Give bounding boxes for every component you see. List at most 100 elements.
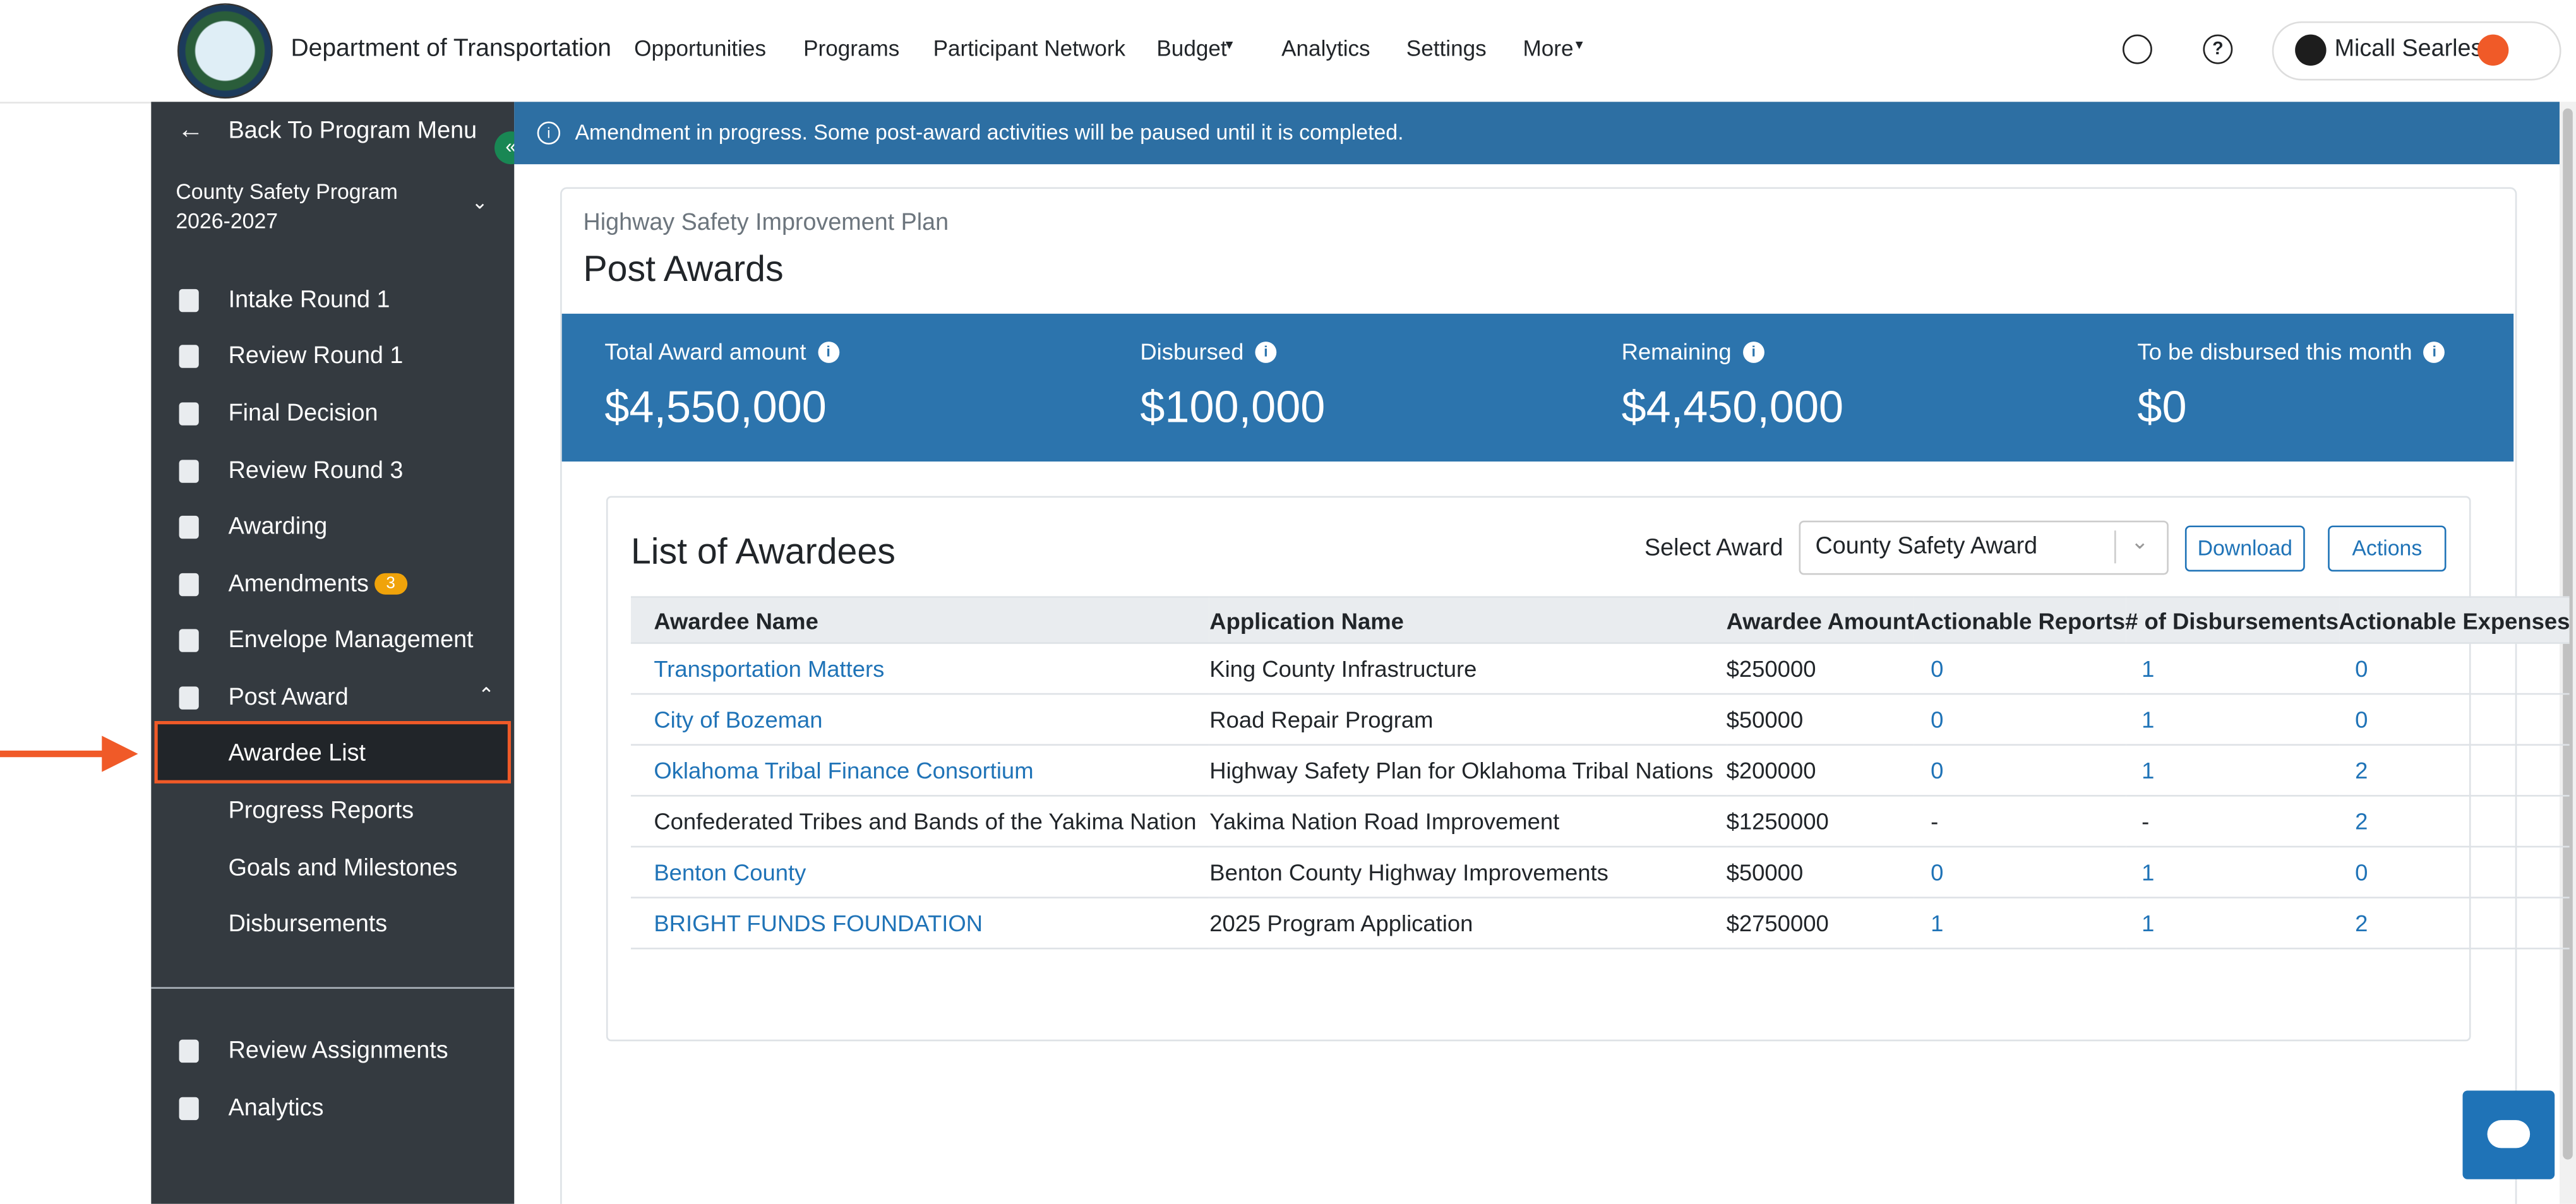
back-link[interactable]: Back To Program Menu bbox=[228, 118, 477, 145]
table-header: Awardee Name Application Name Awardee Amou… bbox=[630, 597, 2570, 643]
nav-item[interactable]: More bbox=[1523, 36, 1574, 61]
nav-item[interactable]: Opportunities bbox=[634, 36, 767, 61]
actions-button[interactable]: Actions bbox=[2328, 525, 2447, 572]
table-cell[interactable]: 0 bbox=[1931, 706, 1944, 733]
table-row: City of Bozeman Road Repair Program $50000… bbox=[630, 694, 2570, 745]
table-cell[interactable]: 0 bbox=[2355, 859, 2368, 886]
table-cell[interactable]: BRIGHT FUNDS FOUNDATION bbox=[654, 910, 983, 936]
table-cell[interactable]: 1 bbox=[2142, 655, 2155, 682]
sidebar-divider bbox=[151, 987, 515, 989]
logo bbox=[177, 3, 273, 99]
table-cell[interactable]: 2 bbox=[2355, 757, 2368, 784]
table-cell[interactable]: 1 bbox=[2142, 757, 2155, 784]
language-icon[interactable] bbox=[2123, 34, 2152, 64]
download-button[interactable]: Download bbox=[2184, 525, 2305, 572]
table-cell[interactable]: 2 bbox=[2355, 808, 2368, 835]
sidebar-item[interactable]: Awarding bbox=[228, 514, 328, 540]
table-cell[interactable]: 1 bbox=[2142, 859, 2155, 886]
badge: 3 bbox=[374, 573, 407, 595]
pointer-arrow-head bbox=[102, 736, 138, 772]
table-cell[interactable]: 1 bbox=[1931, 910, 1944, 936]
table-cell[interactable]: 1 bbox=[2142, 910, 2155, 936]
table-cell: Benton County Highway Improvements bbox=[1209, 859, 1609, 886]
table-cell: Road Repair Program bbox=[1209, 706, 1434, 733]
sidebar-sub-item[interactable]: Progress Reports bbox=[228, 798, 414, 825]
page-title: Post Awards bbox=[583, 247, 784, 289]
awardees-table: Awardee Name Application Name Awardee Amou… bbox=[630, 596, 2570, 949]
help-icon[interactable]: ? bbox=[2203, 34, 2233, 64]
column-header: Awardee Name bbox=[654, 607, 818, 635]
stat-value: $4,550,000 bbox=[604, 383, 827, 432]
table-cell: Highway Safety Plan for Oklahoma Tribal … bbox=[1209, 757, 1713, 784]
table-cell[interactable]: Oklahoma Tribal Finance Consortium bbox=[654, 757, 1034, 784]
item-icon bbox=[179, 402, 199, 426]
item-icon bbox=[179, 515, 199, 539]
program-select[interactable]: County Safety Program 2026-2027 bbox=[176, 179, 398, 234]
table-cell[interactable]: Benton County bbox=[654, 859, 806, 886]
table-cell[interactable]: 1 bbox=[2142, 706, 2155, 733]
sidebar-item[interactable]: Final Decision bbox=[228, 400, 378, 427]
table-cell: $250000 bbox=[1726, 655, 1816, 682]
sidebar bbox=[151, 102, 515, 1204]
column-header: Actionable Reports bbox=[1914, 607, 2126, 635]
nav-item[interactable]: Participant Network bbox=[933, 36, 1126, 61]
stats-band bbox=[561, 313, 2514, 462]
awardees-title: List of Awardees bbox=[630, 530, 896, 572]
table-cell[interactable]: 0 bbox=[1931, 859, 1944, 886]
column-header: Actionable Expenses bbox=[2339, 607, 2570, 635]
sidebar-item[interactable]: Amendments bbox=[228, 571, 369, 598]
sidebar-sub-item[interactable]: Disbursements bbox=[228, 911, 388, 938]
back-arrow[interactable]: ← bbox=[177, 116, 204, 145]
active-item[interactable] bbox=[154, 721, 512, 784]
avatar bbox=[2295, 34, 2327, 66]
sidebar-item[interactable]: Intake Round 1 bbox=[228, 287, 390, 314]
sidebar-item[interactable]: Post Award bbox=[228, 684, 349, 712]
banner-text: Amendment in progress. Some post-award a… bbox=[575, 119, 1404, 145]
stat-info-icon: i bbox=[1255, 342, 1277, 363]
stat-label: Remaining bbox=[1621, 338, 1732, 365]
awardees-card bbox=[606, 496, 2471, 1042]
sidebar-item[interactable]: Envelope Management bbox=[228, 627, 474, 654]
nav-caret: ▾ bbox=[1575, 36, 1583, 53]
sidebar-item[interactable]: Analytics bbox=[228, 1095, 324, 1122]
item-icon bbox=[179, 460, 199, 483]
item-icon bbox=[179, 345, 199, 368]
table-cell: Confederated Tribes and Bands of the Yak… bbox=[654, 808, 1197, 835]
item-icon bbox=[179, 1039, 199, 1063]
program-chevron[interactable]: ⌄ bbox=[471, 190, 488, 214]
sidebar-sub-item[interactable]: Awardee List bbox=[228, 741, 366, 767]
table-cell[interactable]: 2 bbox=[2355, 910, 2368, 936]
table-cell[interactable]: 0 bbox=[1931, 757, 1944, 784]
sidebar-item[interactable]: Review Round 1 bbox=[228, 343, 404, 370]
nav-item[interactable]: Budget bbox=[1156, 36, 1227, 61]
item-icon bbox=[179, 629, 199, 652]
table-cell[interactable]: Transportation Matters bbox=[654, 655, 885, 682]
nav-item[interactable]: Programs bbox=[803, 36, 900, 61]
table-cell: - bbox=[2142, 808, 2150, 835]
table-cell: Yakima Nation Road Improvement bbox=[1209, 808, 1560, 835]
pointer-arrow bbox=[0, 750, 105, 758]
table-cell[interactable]: 0 bbox=[2355, 706, 2368, 733]
info-icon: i bbox=[537, 121, 561, 145]
page-subtitle: Highway Safety Improvement Plan bbox=[583, 210, 949, 237]
table-cell[interactable]: City of Bozeman bbox=[654, 706, 823, 733]
table-cell[interactable]: 0 bbox=[2355, 655, 2368, 682]
item-icon bbox=[179, 1097, 199, 1121]
table-cell: $50000 bbox=[1726, 706, 1804, 733]
award-select[interactable] bbox=[1799, 520, 2169, 575]
select-divider bbox=[2114, 530, 2116, 564]
table-cell[interactable]: 0 bbox=[1931, 655, 1944, 682]
stat-label: Disbursed bbox=[1140, 338, 1244, 365]
sidebar-item[interactable]: Review Assignments bbox=[228, 1038, 448, 1064]
column-header: # of Disbursements bbox=[2125, 607, 2339, 635]
stat-value: $0 bbox=[2137, 383, 2187, 432]
sidebar-sub-item[interactable]: Goals and Milestones bbox=[228, 855, 458, 882]
nav-item[interactable]: Settings bbox=[1406, 36, 1487, 61]
item-icon bbox=[179, 686, 199, 710]
sidebar-item[interactable]: Review Round 3 bbox=[228, 458, 404, 485]
org-name[interactable]: Department of Transportation bbox=[291, 34, 612, 63]
nav-item[interactable]: Analytics bbox=[1281, 36, 1370, 61]
scroll-thumb[interactable] bbox=[2563, 108, 2573, 1160]
user-menu[interactable] bbox=[2272, 21, 2561, 81]
